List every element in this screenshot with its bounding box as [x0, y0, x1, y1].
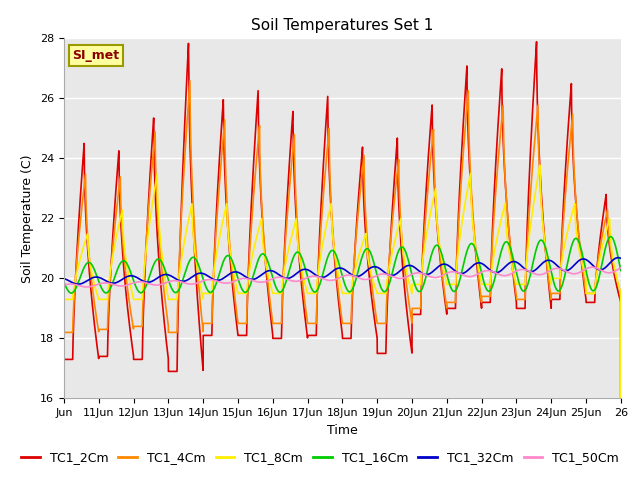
TC1_32Cm	[74, 281, 82, 287]
TC1_32Cm	[537, 262, 545, 267]
TC1_4Cm	[175, 253, 183, 259]
TC1_50Cm	[617, 265, 625, 271]
TC1_16Cm	[60, 279, 68, 285]
TC1_32Cm	[60, 276, 68, 282]
Y-axis label: Soil Temperature (C): Soil Temperature (C)	[22, 154, 35, 283]
TC1_2Cm	[363, 249, 371, 255]
TC1_2Cm	[393, 142, 401, 147]
TC1_8Cm	[393, 230, 401, 236]
TC1_16Cm	[67, 290, 75, 296]
TC1_50Cm	[176, 278, 184, 284]
Text: SI_met: SI_met	[72, 49, 120, 62]
TC1_32Cm	[364, 267, 371, 273]
TC1_4Cm	[364, 234, 371, 240]
TC1_4Cm	[495, 145, 503, 151]
TC1_2Cm	[537, 184, 545, 190]
TC1_2Cm	[175, 261, 183, 266]
TC1_8Cm	[495, 226, 503, 231]
TC1_8Cm	[537, 194, 545, 200]
TC1_2Cm	[60, 357, 68, 362]
TC1_50Cm	[393, 275, 401, 281]
Line: TC1_50Cm: TC1_50Cm	[64, 267, 621, 287]
TC1_50Cm	[364, 276, 371, 282]
TC1_32Cm	[614, 255, 622, 261]
TC1_32Cm	[617, 255, 625, 261]
TC1_8Cm	[536, 162, 544, 168]
TC1_16Cm	[537, 237, 545, 243]
Line: TC1_8Cm: TC1_8Cm	[64, 165, 621, 480]
TC1_50Cm	[523, 267, 531, 273]
TC1_4Cm	[523, 255, 531, 261]
TC1_32Cm	[523, 267, 531, 273]
TC1_50Cm	[60, 282, 68, 288]
TC1_32Cm	[176, 278, 184, 284]
Title: Soil Temperatures Set 1: Soil Temperatures Set 1	[252, 18, 433, 33]
TC1_4Cm	[60, 329, 68, 335]
TC1_16Cm	[176, 286, 184, 291]
TC1_50Cm	[588, 264, 596, 270]
TC1_8Cm	[523, 260, 531, 265]
Line: TC1_2Cm: TC1_2Cm	[64, 42, 621, 480]
TC1_16Cm	[617, 267, 625, 273]
TC1_2Cm	[523, 247, 531, 253]
TC1_32Cm	[393, 271, 401, 276]
Legend: TC1_2Cm, TC1_4Cm, TC1_8Cm, TC1_16Cm, TC1_32Cm, TC1_50Cm: TC1_2Cm, TC1_4Cm, TC1_8Cm, TC1_16Cm, TC1…	[16, 446, 624, 469]
Line: TC1_32Cm: TC1_32Cm	[64, 258, 621, 284]
TC1_16Cm	[523, 285, 531, 291]
TC1_2Cm	[495, 106, 503, 111]
TC1_8Cm	[60, 297, 68, 302]
TC1_16Cm	[393, 252, 401, 258]
TC1_50Cm	[495, 272, 503, 277]
TC1_50Cm	[83, 284, 91, 290]
TC1_16Cm	[364, 246, 371, 252]
TC1_16Cm	[495, 256, 503, 262]
TC1_4Cm	[186, 78, 194, 84]
TC1_8Cm	[363, 248, 371, 253]
TC1_50Cm	[537, 272, 545, 277]
TC1_8Cm	[175, 270, 183, 276]
Line: TC1_4Cm: TC1_4Cm	[64, 81, 621, 480]
TC1_4Cm	[393, 172, 401, 178]
Line: TC1_16Cm: TC1_16Cm	[64, 237, 621, 293]
X-axis label: Time: Time	[327, 424, 358, 437]
TC1_32Cm	[495, 269, 503, 275]
TC1_4Cm	[537, 193, 545, 199]
TC1_2Cm	[532, 39, 540, 45]
TC1_16Cm	[607, 234, 614, 240]
